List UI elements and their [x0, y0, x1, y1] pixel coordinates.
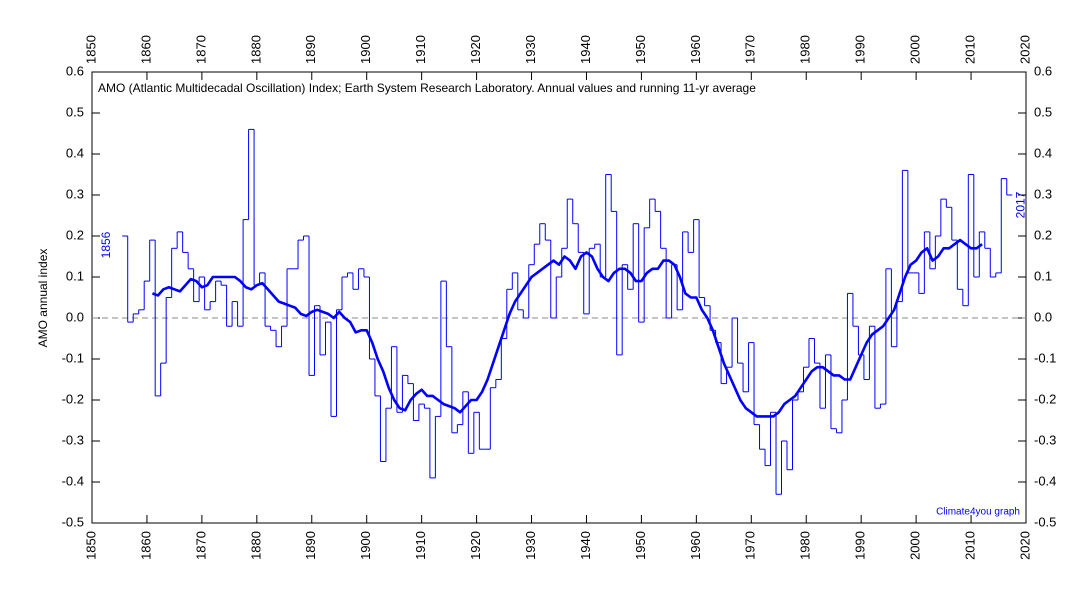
x-tick-label: 1950 — [633, 531, 648, 560]
y-tick-label: -0.1 — [62, 350, 84, 365]
y-tick-label-right: -0.4 — [1034, 473, 1056, 488]
x-tick-label-top: 1980 — [798, 35, 813, 64]
x-tick-label: 2000 — [908, 531, 923, 560]
x-tick-label: 1880 — [248, 531, 263, 560]
x-tick-label-top: 2020 — [1017, 35, 1032, 64]
y-tick-label: 0.3 — [66, 186, 84, 201]
x-tick-label-top: 1970 — [743, 35, 758, 64]
y-tick-label: 0.0 — [66, 309, 84, 324]
x-tick-label: 1930 — [523, 531, 538, 560]
y-tick-label-right: -0.5 — [1034, 514, 1056, 529]
y-tick-label: 0.6 — [66, 63, 84, 78]
x-tick-label-top: 1880 — [248, 35, 263, 64]
y-tick-label-right: -0.1 — [1034, 350, 1056, 365]
x-tick-label: 1940 — [578, 531, 593, 560]
y-tick-label: 0.4 — [66, 145, 84, 160]
x-tick-label-top: 1930 — [523, 35, 538, 64]
y-tick-label-right: -0.2 — [1034, 391, 1056, 406]
x-tick-label-top: 1850 — [83, 35, 98, 64]
x-tick-label-top: 1990 — [853, 35, 868, 64]
chart-title: AMO (Atlantic Multidecadal Oscillation) … — [98, 81, 756, 95]
x-tick-label-top: 1900 — [358, 35, 373, 64]
y-tick-label-right: -0.3 — [1034, 432, 1056, 447]
y-axis-label: AMO annual index — [36, 249, 50, 348]
x-tick-label-top: 1870 — [193, 35, 208, 64]
x-tick-label-top: 1920 — [468, 35, 483, 64]
plot-frame — [91, 71, 1027, 524]
x-tick-label: 1900 — [358, 531, 373, 560]
y-tick-label-right: 0.0 — [1034, 309, 1052, 324]
y-tick-label: -0.4 — [62, 473, 84, 488]
x-tick-label-top: 1860 — [138, 35, 153, 64]
x-tick-label-top: 1910 — [413, 35, 428, 64]
x-tick-label: 2010 — [962, 531, 977, 560]
x-tick-label: 1920 — [468, 531, 483, 560]
x-tick-label: 1980 — [798, 531, 813, 560]
y-tick-label: -0.5 — [62, 514, 84, 529]
y-tick-label-right: 0.1 — [1034, 268, 1052, 283]
x-tick-label-top: 1940 — [578, 35, 593, 64]
x-tick-label: 1890 — [303, 531, 318, 560]
credit: Climate4you graph — [936, 507, 1020, 518]
x-tick-label-top: 1950 — [633, 35, 648, 64]
x-tick-label: 1990 — [853, 531, 868, 560]
y-tick-label: -0.2 — [62, 391, 84, 406]
x-tick-label-top: 2000 — [908, 35, 923, 64]
y-tick-label: -0.3 — [62, 432, 84, 447]
x-tick-label: 1870 — [193, 531, 208, 560]
x-tick-label: 1860 — [138, 531, 153, 560]
x-tick-label: 1960 — [688, 531, 703, 560]
x-tick-label: 1850 — [83, 531, 98, 560]
x-tick-label-top: 1960 — [688, 35, 703, 64]
x-tick-label-top: 1890 — [303, 35, 318, 64]
x-tick-label: 2020 — [1017, 531, 1032, 560]
y-tick-label: 0.2 — [66, 227, 84, 242]
year-annotation: 2017 — [1014, 191, 1028, 218]
year-annotation: 1856 — [99, 231, 113, 258]
x-tick-label: 1970 — [743, 531, 758, 560]
y-tick-label-right: 0.3 — [1034, 186, 1052, 201]
y-tick-label: 0.1 — [66, 268, 84, 283]
y-tick-label-right: 0.4 — [1034, 145, 1052, 160]
y-tick-label-right: 0.5 — [1034, 104, 1052, 119]
x-tick-label-top: 2010 — [962, 35, 977, 64]
y-tick-label: 0.5 — [66, 104, 84, 119]
y-tick-label-right: 0.6 — [1034, 63, 1052, 78]
y-tick-label-right: 0.2 — [1034, 227, 1052, 242]
running-average — [151, 238, 983, 418]
x-tick-label: 1910 — [413, 531, 428, 560]
